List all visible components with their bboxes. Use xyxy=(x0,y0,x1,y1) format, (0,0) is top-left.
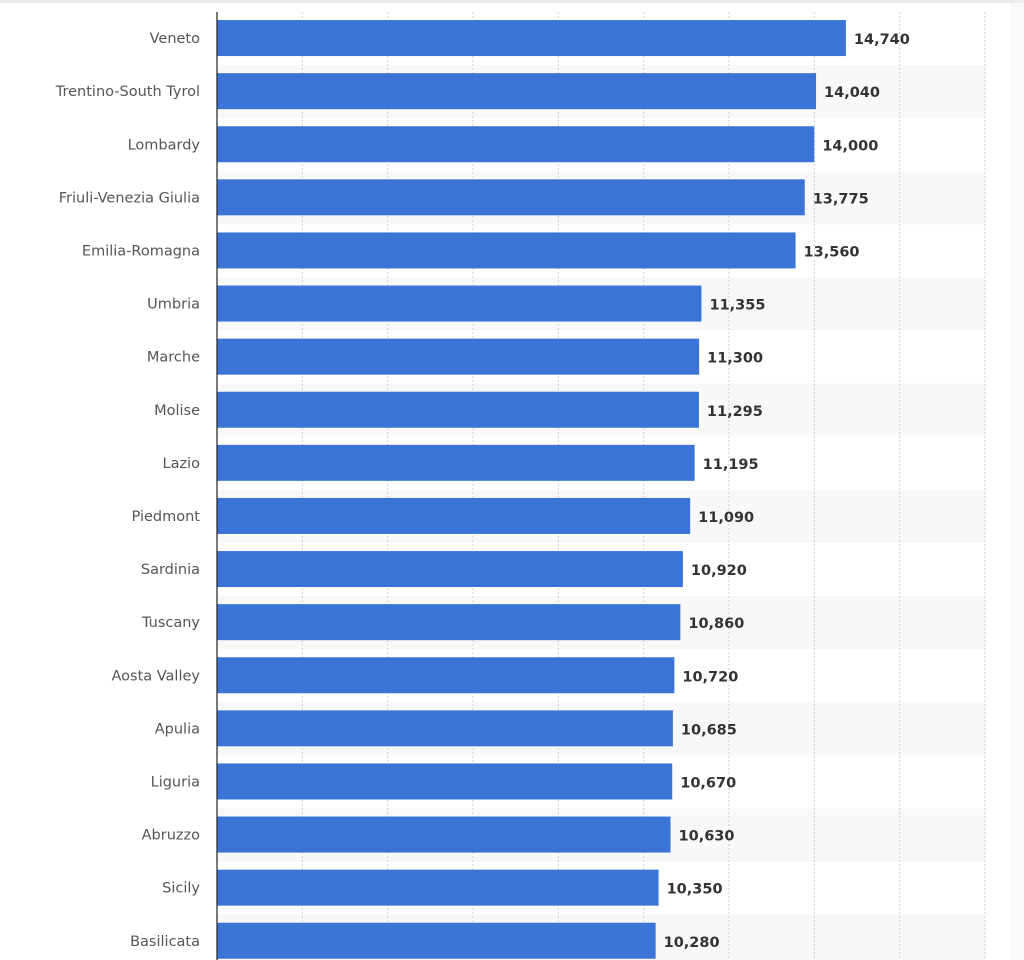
bar xyxy=(217,179,805,216)
category-label: Abruzzo xyxy=(142,828,200,844)
value-label: 14,740 xyxy=(854,32,910,48)
value-label: 11,300 xyxy=(707,351,763,367)
value-label: 11,295 xyxy=(707,404,763,420)
bar xyxy=(217,551,683,588)
top-border xyxy=(0,0,1024,3)
category-label: Lazio xyxy=(163,456,201,472)
bar xyxy=(217,816,671,853)
category-label: Apulia xyxy=(155,721,200,737)
value-label: 10,630 xyxy=(679,829,735,845)
value-label: 10,670 xyxy=(680,775,736,791)
bar xyxy=(217,497,691,534)
bar xyxy=(217,604,681,641)
category-label: Basilicata xyxy=(130,934,200,950)
category-label: Veneto xyxy=(150,31,201,47)
category-label: Aosta Valley xyxy=(111,668,200,684)
bar xyxy=(217,869,659,906)
category-label: Liguria xyxy=(151,774,200,790)
bar xyxy=(217,657,675,694)
category-label: Trentino-South Tyrol xyxy=(55,84,200,100)
value-label: 10,920 xyxy=(691,563,747,579)
value-label: 11,090 xyxy=(698,510,754,526)
category-label: Marche xyxy=(147,350,200,366)
category-label: Tuscany xyxy=(141,615,200,631)
bar xyxy=(217,20,846,57)
bar xyxy=(217,763,673,800)
value-label: 10,860 xyxy=(688,616,744,632)
value-label: 10,685 xyxy=(681,722,737,738)
bar xyxy=(217,444,695,481)
bar xyxy=(217,922,656,959)
category-label: Emilia-Romagna xyxy=(82,243,200,259)
value-label: 10,280 xyxy=(664,935,720,951)
bar xyxy=(217,285,702,322)
bar xyxy=(217,232,796,269)
bar xyxy=(217,338,700,375)
category-label: Umbria xyxy=(147,297,200,313)
bar xyxy=(217,126,815,163)
value-label: 10,350 xyxy=(667,882,723,898)
category-label: Sicily xyxy=(162,881,200,897)
bar xyxy=(217,391,699,428)
category-label: Piedmont xyxy=(132,509,201,525)
category-label: Friuli-Venezia Giulia xyxy=(59,190,200,206)
value-label: 11,195 xyxy=(703,457,759,473)
value-label: 10,720 xyxy=(682,669,738,685)
value-label: 13,775 xyxy=(813,191,869,207)
right-margin xyxy=(1010,3,1024,960)
category-label: Sardinia xyxy=(141,562,200,578)
value-label: 14,000 xyxy=(822,138,878,154)
bar xyxy=(217,710,673,747)
value-label: 11,355 xyxy=(709,298,765,314)
value-label: 14,040 xyxy=(824,85,880,101)
category-label: Molise xyxy=(154,403,200,419)
category-label: Lombardy xyxy=(128,137,201,153)
bar xyxy=(217,73,817,110)
value-label: 13,560 xyxy=(804,244,860,260)
